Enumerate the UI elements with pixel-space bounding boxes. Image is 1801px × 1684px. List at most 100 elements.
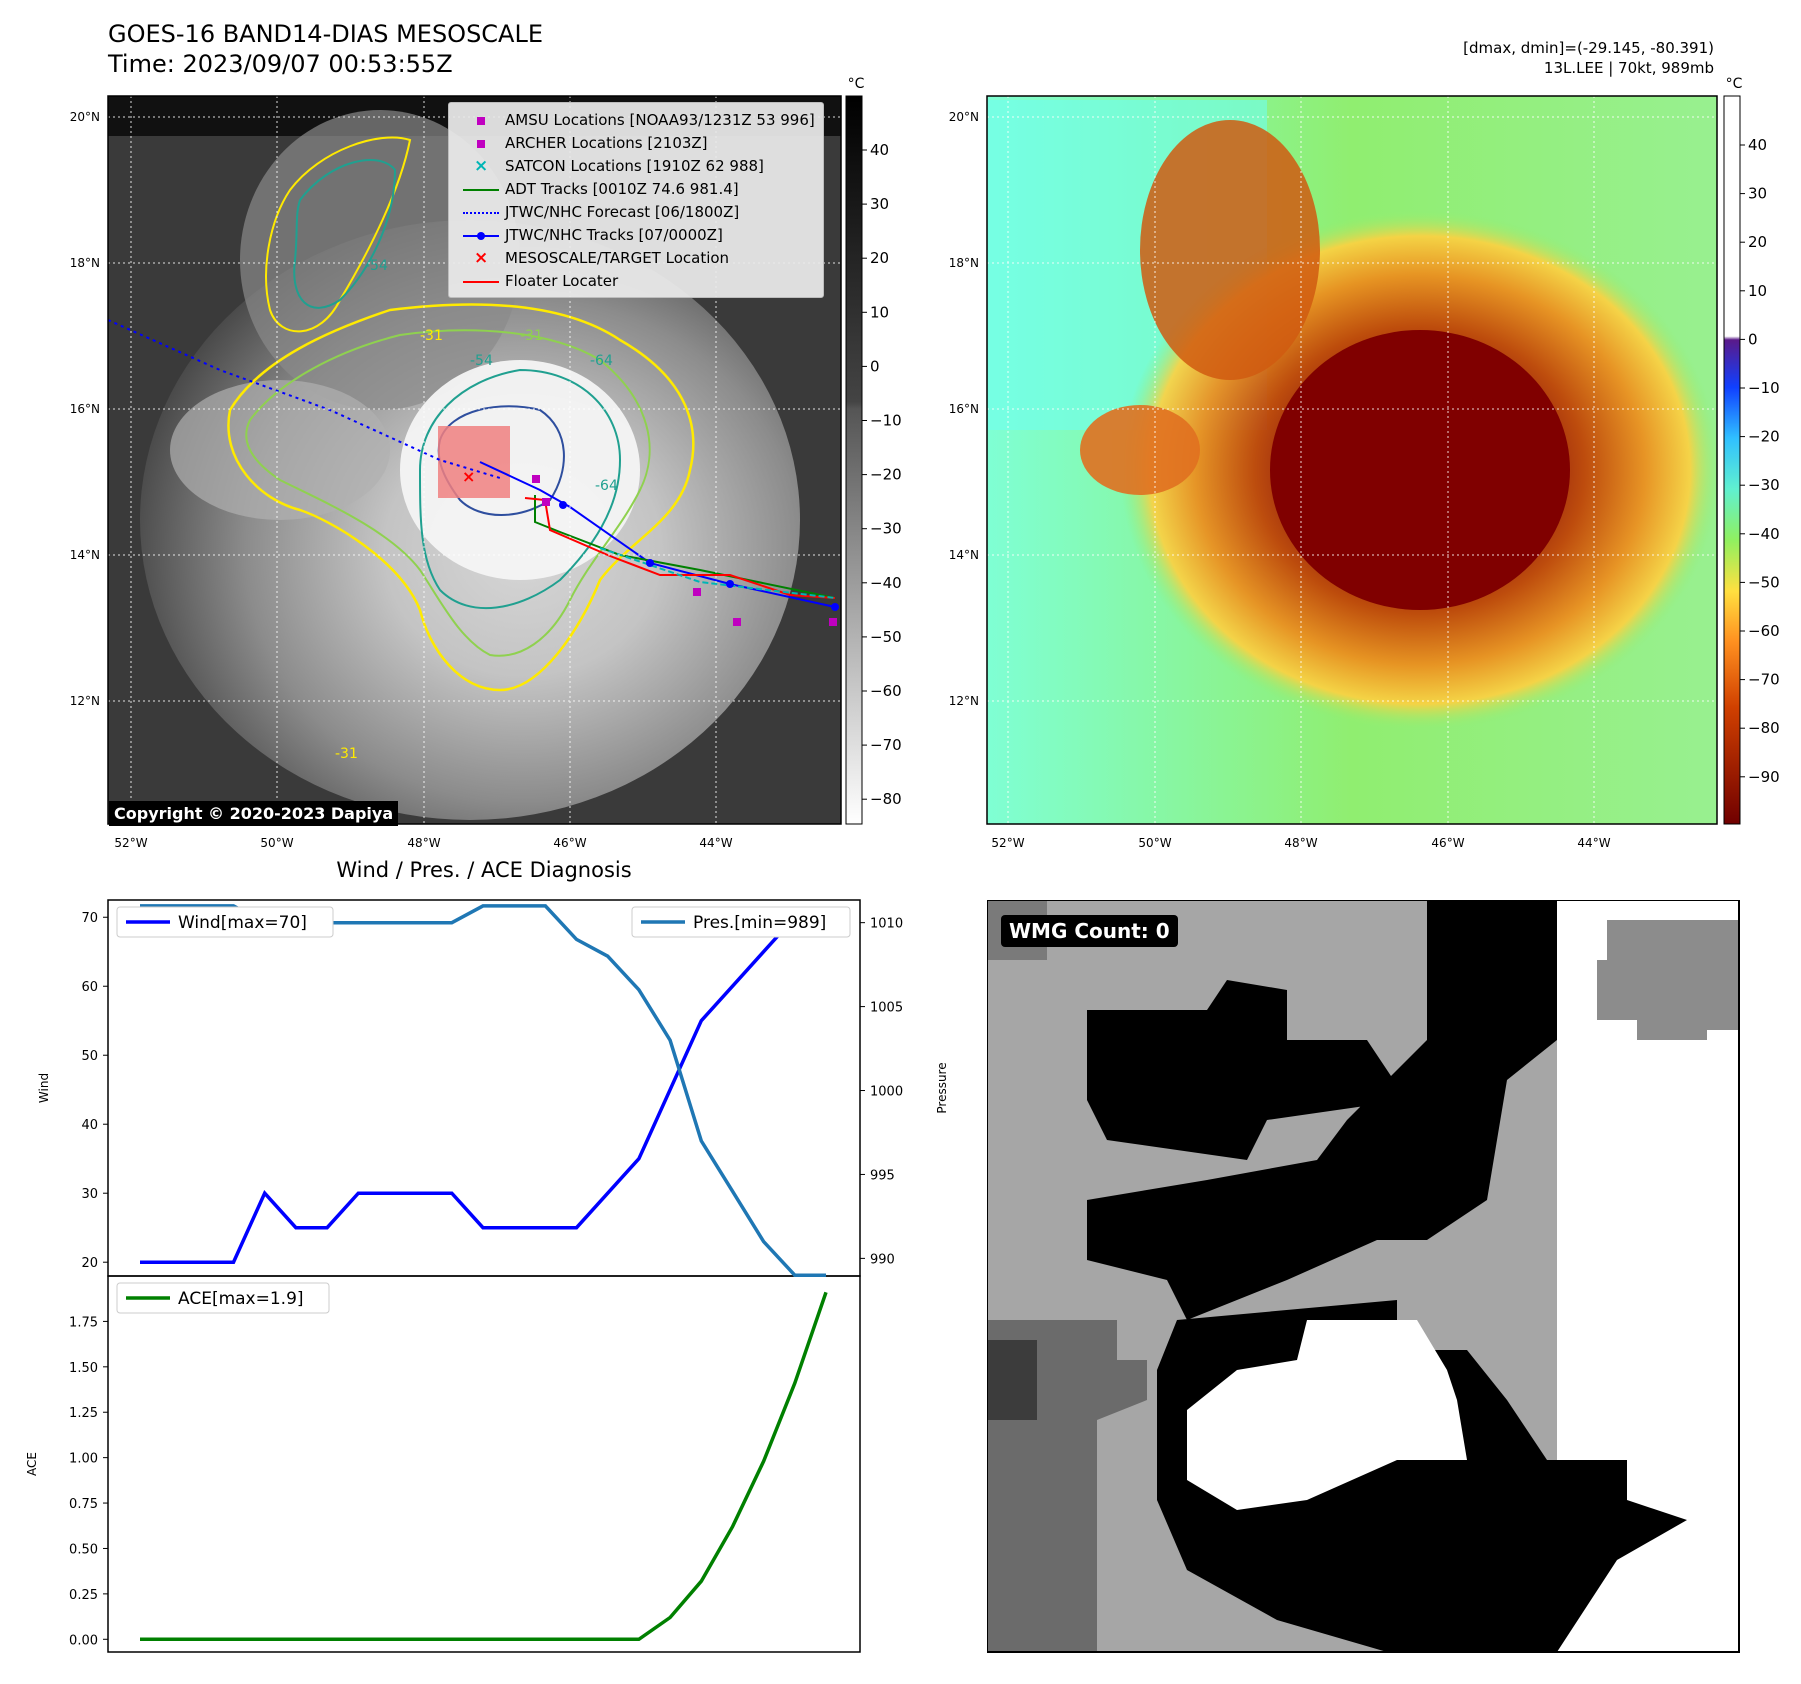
amsu-marker	[693, 588, 701, 596]
pressure-tick-label: 1000	[870, 1085, 903, 1100]
copyright-badge: Copyright © 2020-2023 Dapiya	[109, 801, 399, 826]
legend-label: ADT Tracks [0010Z 74.6 981.4]	[505, 180, 739, 198]
gray-colorbar-tick-label: −30	[870, 520, 902, 538]
wind-tick-label: 70	[81, 911, 98, 926]
contour-green	[245, 329, 651, 657]
pressure-legend: Pres.[min=989]	[631, 906, 851, 938]
lat-label: 18°N	[949, 256, 979, 270]
pressure-axis-label: Pressure	[935, 1062, 949, 1113]
contour-teal-north	[293, 159, 397, 309]
legend-label: JTWC/NHC Forecast [06/1800Z]	[505, 203, 740, 221]
dias-frame	[986, 95, 1718, 825]
storm-name-text: 13L.LEE | 70kt, 989mb	[1543, 59, 1714, 77]
lat-label: 12°N	[70, 694, 100, 708]
ir-map-panel: -54 -31 -64 -54 -31 -64 -31 × 20°N 18°N …	[70, 76, 1780, 850]
dias-colorbar	[1723, 95, 1741, 825]
ace-tick-label: 0.75	[69, 1497, 98, 1512]
dias-colorbar-tick-label: −30	[1748, 476, 1780, 494]
lat-label: 14°N	[949, 548, 979, 562]
dias-storm-core	[1270, 330, 1570, 610]
gray-colorbar-unit: °C	[848, 76, 865, 92]
lon-label: 44°W	[699, 836, 732, 850]
map-legend: AMSU Locations [NOAA93/1231Z 53 996] ARCH…	[448, 102, 824, 298]
diagnosis-chart: Wind Pressure ACE 20 30 40 50 60 70 990 995 100…	[25, 899, 949, 1653]
lat-label: 16°N	[949, 402, 979, 416]
lat-label: 20°N	[70, 110, 100, 124]
legend-symbol-icon	[457, 229, 505, 243]
wmg-white-eye	[1187, 1320, 1467, 1510]
lat-label: 14°N	[70, 548, 100, 562]
lon-label: 50°W	[1138, 836, 1171, 850]
wind-tick-label: 20	[81, 1256, 98, 1271]
legend-symbol-icon	[457, 206, 505, 220]
gray-colorbar-tick-label: −60	[870, 682, 902, 700]
dias-colorbar-tick-label: 0	[1748, 330, 1758, 348]
wmg-frame	[987, 900, 1740, 1653]
dias-colorbar-tick-label: 30	[1748, 185, 1767, 203]
contour-yellow-north	[265, 136, 412, 333]
gray-colorbar-tick-label: −10	[870, 412, 902, 430]
pressure-series-line	[140, 904, 826, 1277]
lon-label: 52°W	[114, 836, 147, 850]
gray-colorbar-ticks: 40 30 20 10 0 −10 −20 −30 −40 −50 −60 −70 −80	[862, 141, 902, 808]
target-location-x: ×	[462, 467, 475, 486]
dias-colorbar-tick-label: −90	[1748, 768, 1780, 786]
wmg-right-gray-patch	[1597, 920, 1739, 1040]
legend-symbol-icon: ×	[474, 247, 489, 268]
contour-label: -31	[520, 328, 543, 344]
archer-marker	[532, 475, 540, 483]
legend-label: Floater Locater	[505, 272, 619, 290]
gray-colorbar-tick-label: 20	[870, 249, 889, 267]
jtwc-forecast-line	[107, 319, 501, 479]
wind-tick-label: 50	[81, 1049, 98, 1064]
pressure-tick-label: 990	[870, 1252, 895, 1267]
gray-colorbar-tick-label: −80	[870, 790, 902, 808]
dias-colorbar-tick-label: 20	[1748, 233, 1767, 251]
wmg-darkest-gray	[987, 1340, 1037, 1420]
ace-series-line	[140, 1291, 828, 1642]
svg-text:ACE[max=1.9]: ACE[max=1.9]	[178, 1289, 304, 1309]
diagnosis-title: Wind / Pres. / ACE Diagnosis	[336, 858, 632, 882]
legend-item: ADT Tracks [0010Z 74.6 981.4]	[457, 178, 815, 201]
lat-label: 20°N	[949, 110, 979, 124]
ace-axis-label: ACE	[25, 1452, 39, 1476]
dias-colorbar-tick-label: −70	[1748, 671, 1780, 689]
dias-colorbar-tick-label: −20	[1748, 428, 1780, 446]
lat-label: 12°N	[949, 694, 979, 708]
legend-item: JTWC/NHC Tracks [07/0000Z]	[457, 224, 815, 247]
dias-colorbar-tick-label: −40	[1748, 525, 1780, 543]
gray-colorbar-tick-label: −70	[870, 736, 902, 754]
ace-frame	[107, 1275, 861, 1653]
wind-legend: Wind[max=70]	[116, 906, 334, 938]
ir-cloud-west	[170, 380, 390, 520]
dmax-dmin-text: [dmax, dmin]=(-29.145, -80.391)	[1463, 39, 1714, 57]
ace-tick-label: 1.00	[69, 1452, 98, 1467]
wind-tick-label: 40	[81, 1118, 98, 1133]
legend-label: MESOSCALE/TARGET Location	[505, 249, 730, 267]
jtwc-track-point	[646, 559, 654, 567]
lat-label: 16°N	[70, 402, 100, 416]
dias-colorbar-ticks: 40 30 20 10 0 −10 −20 −30 −40 −50 −60 −70 −80 −90	[1740, 136, 1780, 786]
gray-colorbar-tick-label: 30	[870, 195, 889, 213]
legend-symbol-icon	[457, 183, 505, 197]
chart-time: Time: 2023/09/07 00:53:55Z	[108, 50, 453, 78]
gray-colorbar-tick-label: −50	[870, 628, 902, 646]
ace-tick-label: 1.50	[69, 1361, 98, 1376]
lon-label: 48°W	[1284, 836, 1317, 850]
wmg-count-badge: WMG Count: 0	[1001, 915, 1178, 947]
lon-label: 48°W	[407, 836, 440, 850]
gray-colorbar-tick-label: 0	[870, 357, 880, 375]
legend-label: JTWC/NHC Tracks [07/0000Z]	[505, 226, 723, 244]
legend-item: × SATCON Locations [1910Z 62 988]	[457, 155, 815, 178]
dias-colorbar-unit: °C	[1726, 76, 1743, 92]
svg-text:Pres.[min=989]: Pres.[min=989]	[693, 913, 826, 933]
ace-tick-label: 0.00	[69, 1633, 98, 1648]
pressure-tick-label: 995	[870, 1168, 895, 1183]
archer-marker	[733, 618, 741, 626]
wind-axis-label: Wind	[37, 1073, 51, 1103]
ace-tick-label: 0.25	[69, 1588, 98, 1603]
wind-axis-ticks: 20 30 40 50 60 70	[81, 911, 108, 1271]
wind-tick-label: 30	[81, 1187, 98, 1202]
ace-legend: ACE[max=1.9]	[116, 1282, 330, 1314]
dias-colorbar-tick-label: −60	[1748, 622, 1780, 640]
